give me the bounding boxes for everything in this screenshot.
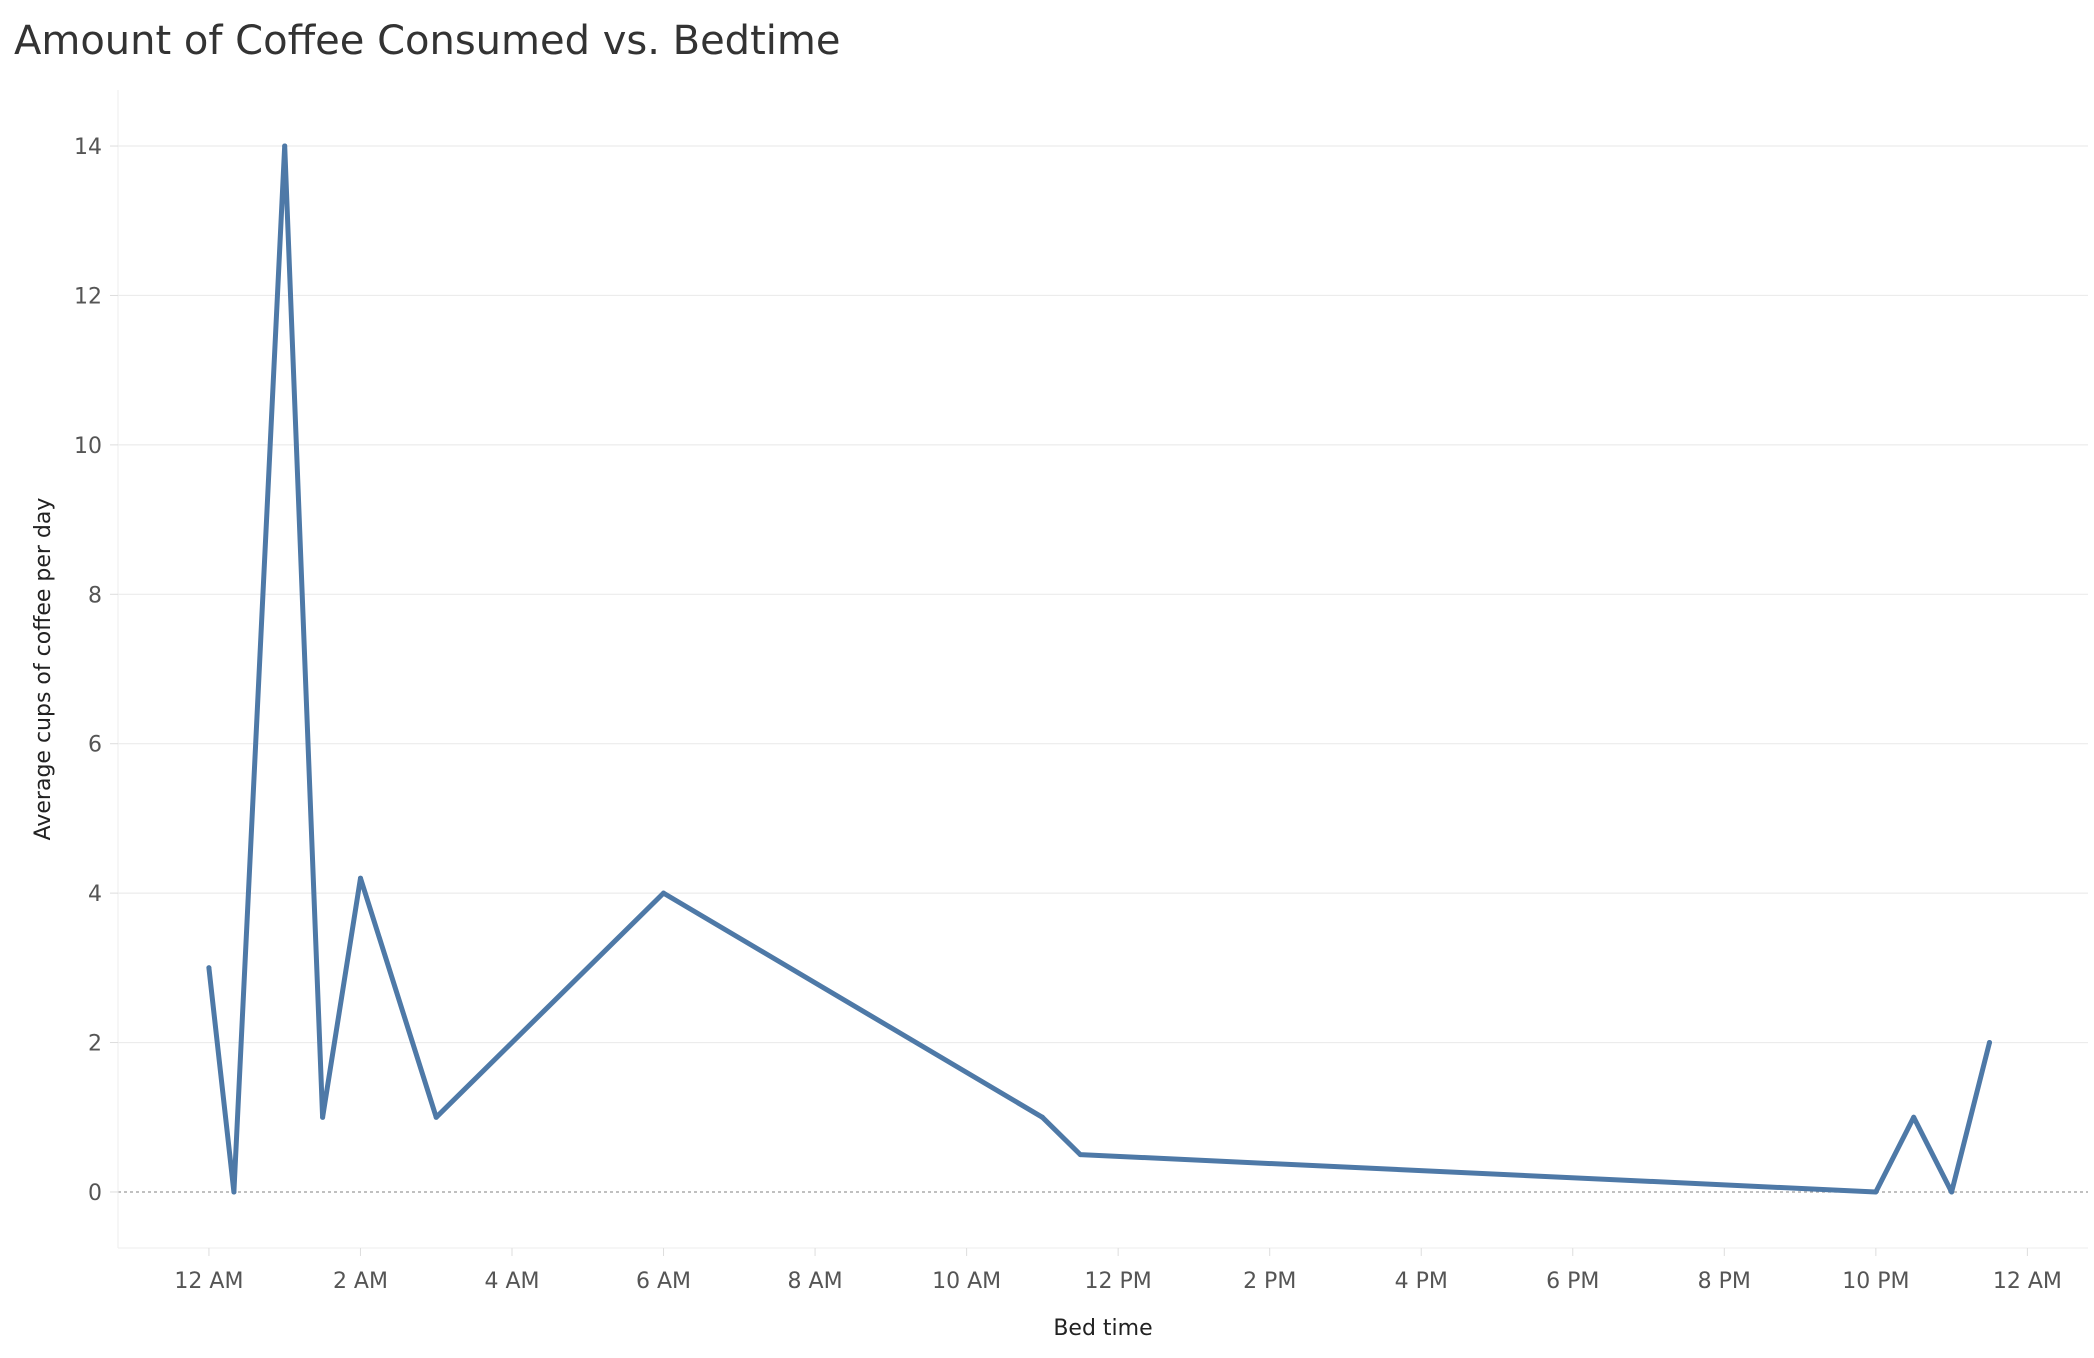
x-tick-label: 10 AM xyxy=(932,1269,1001,1294)
y-axis-title: Average cups of coffee per day xyxy=(31,498,56,841)
y-tick-label: 2 xyxy=(88,1032,102,1057)
data-point xyxy=(1911,1114,1917,1120)
x-tick-label: 6 AM xyxy=(636,1269,691,1294)
chart-title: Amount of Coffee Consumed vs. Bedtime xyxy=(14,18,841,64)
data-point xyxy=(433,1114,439,1120)
y-axis-ticks: 0 2 4 6 8 10 12 14 xyxy=(74,135,118,1206)
x-tick-label: 10 PM xyxy=(1842,1269,1909,1294)
x-tick-label: 6 PM xyxy=(1546,1269,1599,1294)
data-point xyxy=(1077,1152,1083,1158)
y-tick-label: 0 xyxy=(88,1181,102,1206)
x-tick-label: 12 AM xyxy=(1993,1269,2062,1294)
x-tick-label: 8 AM xyxy=(788,1269,843,1294)
x-tick-label: 4 PM xyxy=(1395,1269,1448,1294)
x-tick-label: 2 AM xyxy=(333,1269,388,1294)
x-axis-title: Bed time xyxy=(1053,1316,1152,1341)
y-tick-label: 12 xyxy=(74,284,102,309)
data-point xyxy=(661,890,666,896)
data-point xyxy=(320,1114,326,1120)
x-tick-label: 4 AM xyxy=(484,1269,539,1294)
data-point xyxy=(282,143,288,149)
y-tick-label: 6 xyxy=(88,733,102,758)
x-tick-label: 12 PM xyxy=(1085,1269,1152,1294)
data-point xyxy=(1949,1189,1955,1195)
data-point xyxy=(358,875,363,881)
data-point xyxy=(206,965,212,971)
data-point xyxy=(1873,1189,1879,1195)
series-group xyxy=(206,143,1992,1195)
data-point xyxy=(1987,1040,1992,1045)
series-line xyxy=(206,143,1992,1195)
y-tick-label: 14 xyxy=(74,135,102,160)
y-tick-label: 8 xyxy=(88,583,102,608)
data-point xyxy=(1039,1114,1045,1120)
x-tick-label: 8 PM xyxy=(1698,1269,1751,1294)
x-tick-label: 12 AM xyxy=(174,1269,243,1294)
y-tick-label: 10 xyxy=(74,434,102,459)
gridlines xyxy=(118,145,2088,1193)
data-point xyxy=(231,1189,237,1195)
x-axis-ticks: 12 AM 2 AM 4 AM 6 AM 8 AM 10 AM 12 PM 2 PM 4 PM 6… xyxy=(174,1248,2062,1294)
x-tick-label: 2 PM xyxy=(1243,1269,1296,1294)
y-tick-label: 4 xyxy=(88,882,102,907)
